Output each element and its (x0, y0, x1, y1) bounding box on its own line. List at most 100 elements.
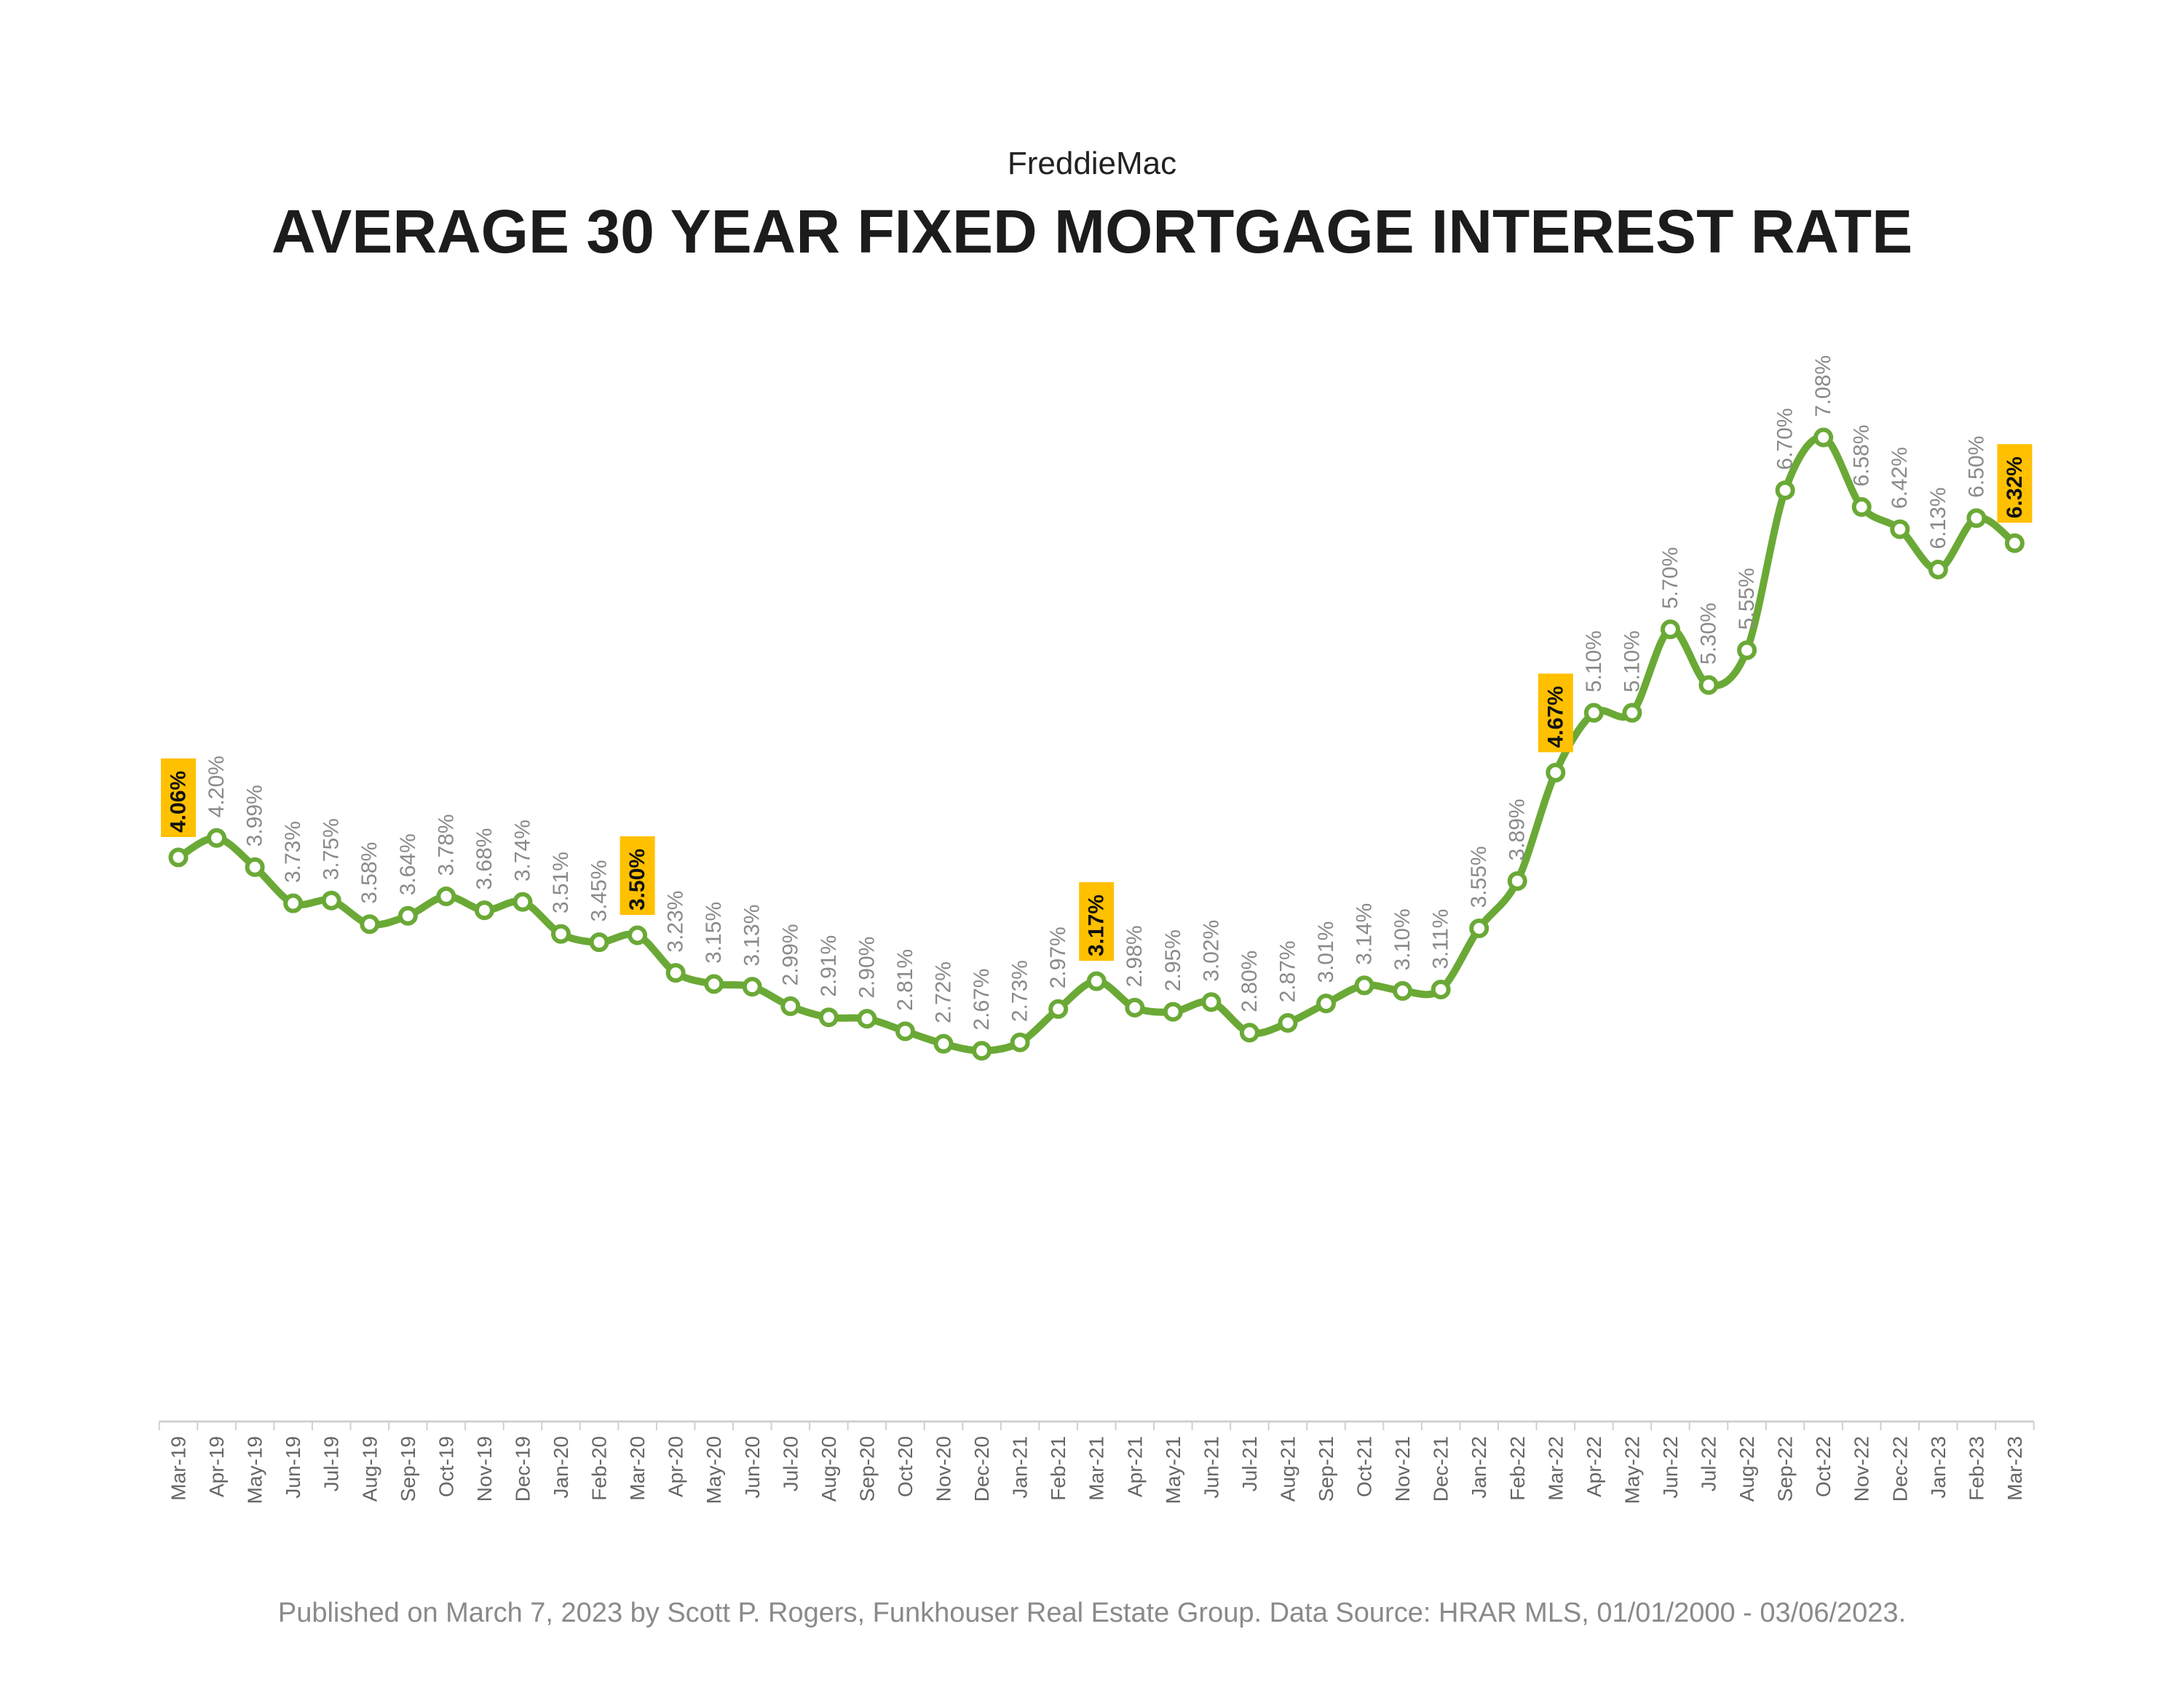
data-label-highlighted: 4.67% (1543, 686, 1567, 748)
data-point (283, 893, 304, 913)
data-point (1431, 980, 1451, 1000)
data-point (360, 914, 380, 935)
x-tick-label: Dec-20 (970, 1436, 993, 1502)
data-point (1660, 619, 1680, 640)
data-point (1775, 480, 1795, 501)
data-point (551, 924, 571, 944)
data-point (972, 1041, 992, 1061)
data-label: 7.08% (1811, 355, 1835, 417)
x-tick-label: Aug-22 (1736, 1436, 1758, 1502)
data-point (1507, 871, 1527, 891)
highlight-label-box (161, 758, 196, 837)
data-label: 5.55% (1735, 568, 1759, 630)
data-point (1966, 508, 1987, 528)
data-label: 2.90% (855, 937, 879, 999)
data-point (2004, 533, 2025, 553)
data-point (1622, 702, 1642, 723)
data-label: 2.73% (1008, 960, 1032, 1022)
x-tick-label: Sep-19 (397, 1436, 419, 1502)
data-label: 3.58% (357, 842, 381, 904)
data-point (1354, 975, 1374, 996)
data-label: 5.10% (1620, 630, 1644, 692)
x-tick-label: Nov-20 (933, 1436, 955, 1502)
x-tick-label: May-19 (244, 1436, 266, 1504)
data-label: 3.10% (1390, 908, 1415, 970)
x-tick-label: Mar-22 (1544, 1436, 1567, 1501)
x-tick-label: Jul-20 (779, 1436, 802, 1491)
data-point (474, 900, 494, 921)
data-label: 3.11% (1429, 909, 1453, 970)
data-point (1048, 999, 1069, 1019)
chart-title: AVERAGE 30 YEAR FIXED MORTGAGE INTEREST … (271, 197, 1913, 266)
data-label: 3.64% (396, 833, 420, 895)
x-tick-label: Feb-22 (1506, 1436, 1529, 1501)
data-point (933, 1034, 954, 1054)
data-label: 6.42% (1888, 447, 1912, 509)
data-point (589, 932, 609, 953)
data-label: 3.45% (587, 860, 612, 921)
highlight-label-box (1538, 673, 1573, 753)
x-tick-label: Aug-19 (358, 1436, 381, 1502)
data-label: 3.13% (740, 905, 764, 967)
x-tick-label: May-22 (1621, 1436, 1643, 1504)
x-tick-label: Apr-21 (1123, 1436, 1146, 1497)
data-point (704, 974, 724, 994)
data-point (665, 963, 686, 983)
data-point (1698, 675, 1719, 695)
data-point (1737, 640, 1757, 660)
data-label: 2.80% (1238, 951, 1262, 1012)
data-label: 3.23% (664, 891, 688, 953)
data-point (321, 890, 341, 911)
x-tick-label: Jun-22 (1659, 1436, 1682, 1499)
x-tick-label: Jul-19 (320, 1436, 343, 1491)
data-point (1010, 1032, 1030, 1052)
x-tick-label: Oct-19 (435, 1436, 457, 1497)
x-tick-label: Nov-19 (473, 1436, 496, 1502)
x-tick-label: Sep-21 (1315, 1436, 1337, 1502)
data-label: 3.55% (1467, 846, 1491, 908)
data-point (1469, 918, 1489, 938)
x-tick-label: Dec-21 (1430, 1436, 1452, 1502)
highlight-label-box (620, 836, 655, 915)
data-label: 3.73% (281, 821, 305, 883)
chart-subtitle: FreddieMac (1007, 146, 1177, 181)
x-tick-label: Oct-21 (1353, 1436, 1376, 1497)
data-point (857, 1009, 877, 1029)
data-label-highlighted: 3.17% (1085, 895, 1109, 956)
data-point (1201, 992, 1222, 1012)
data-point (245, 857, 265, 877)
data-label: 2.99% (778, 924, 802, 986)
data-point (1086, 971, 1107, 991)
x-tick-label: Jun-21 (1200, 1436, 1222, 1499)
data-label: 2.87% (1275, 940, 1299, 1002)
x-tick-label: Feb-23 (1965, 1436, 1987, 1501)
x-tick-label: May-20 (703, 1436, 725, 1504)
data-label: 2.97% (1046, 927, 1070, 988)
x-tick-label: Oct-20 (894, 1436, 917, 1497)
x-tick-label: Jan-21 (1009, 1436, 1032, 1499)
data-point (1316, 994, 1336, 1014)
data-point (1928, 560, 1948, 580)
data-point (1546, 762, 1566, 782)
x-tick-label: Mar-21 (1085, 1436, 1108, 1501)
x-tick-label: Apr-20 (665, 1436, 687, 1497)
data-label: 3.78% (434, 814, 458, 876)
data-point (895, 1021, 915, 1042)
data-label: 2.67% (970, 968, 994, 1030)
data-label: 2.95% (1161, 929, 1185, 991)
data-label: 2.81% (893, 949, 917, 1011)
x-tick-label: Dec-22 (1888, 1436, 1911, 1502)
x-tick-label: Mar-19 (167, 1436, 190, 1501)
data-label: 3.74% (510, 820, 534, 881)
data-label: 3.68% (472, 828, 496, 890)
x-tick-label: Feb-20 (588, 1436, 611, 1501)
data-point (436, 886, 456, 906)
data-label: 3.75% (320, 818, 344, 880)
data-point (1393, 980, 1413, 1001)
data-label: 6.58% (1850, 424, 1874, 486)
x-tick-label: Jun-19 (282, 1436, 304, 1499)
data-point (780, 996, 801, 1016)
x-tick-label: Sep-22 (1774, 1436, 1797, 1502)
x-tick-label: Jan-23 (1927, 1436, 1950, 1499)
